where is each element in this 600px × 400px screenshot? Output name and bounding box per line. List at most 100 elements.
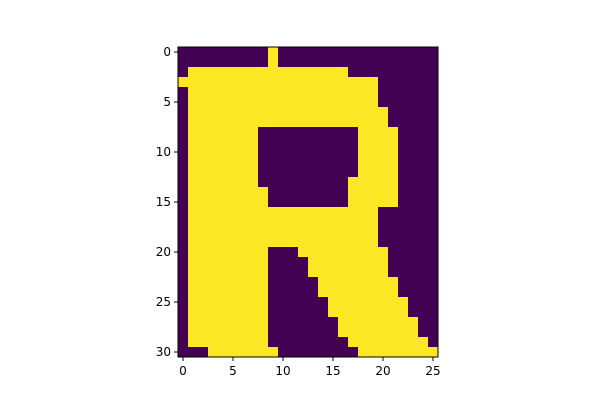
heatmap-cell xyxy=(368,107,379,118)
heatmap-cell xyxy=(188,47,199,58)
heatmap-cell xyxy=(198,297,209,308)
heatmap-cell xyxy=(248,247,259,258)
heatmap-cell xyxy=(388,107,399,118)
heatmap-cell xyxy=(428,287,439,298)
heatmap-cell xyxy=(238,137,249,148)
heatmap-cell xyxy=(208,67,219,78)
heatmap-cell xyxy=(398,187,409,198)
heatmap-cell xyxy=(298,327,309,338)
heatmap-cell xyxy=(278,67,289,78)
heatmap-cell xyxy=(258,117,269,128)
heatmap-cell xyxy=(208,197,219,208)
heatmap-cell xyxy=(218,57,229,68)
x-tick-label: 20 xyxy=(375,364,390,378)
heatmap-cell xyxy=(428,247,439,258)
heatmap-cell xyxy=(298,347,309,358)
heatmap-cell xyxy=(408,47,419,58)
heatmap-cell xyxy=(428,77,439,88)
heatmap-cell xyxy=(318,117,329,128)
heatmap-cell xyxy=(338,327,349,338)
heatmap-cell xyxy=(378,337,389,348)
heatmap-cell xyxy=(248,347,259,358)
heatmap-cell xyxy=(308,217,319,228)
heatmap-cell xyxy=(258,77,269,88)
heatmap-cell xyxy=(228,227,239,238)
heatmap-cell xyxy=(358,127,369,138)
heatmap-cell xyxy=(418,307,429,318)
heatmap-cell xyxy=(258,317,269,328)
heatmap-cell xyxy=(348,267,359,278)
heatmap-cell xyxy=(328,147,339,158)
heatmap-cell xyxy=(388,127,399,138)
heatmap-cell xyxy=(208,87,219,98)
heatmap-cell xyxy=(378,207,389,218)
heatmap-cell xyxy=(208,57,219,68)
heatmap-cell xyxy=(428,167,439,178)
heatmap-cell xyxy=(198,227,209,238)
heatmap-cell xyxy=(428,337,439,348)
heatmap-cell xyxy=(338,267,349,278)
heatmap-cell xyxy=(228,317,239,328)
x-tick-label: 15 xyxy=(325,364,340,378)
heatmap-cell xyxy=(248,327,259,338)
heatmap-cell xyxy=(178,317,189,328)
heatmap-cell xyxy=(238,227,249,238)
heatmap-cell xyxy=(358,317,369,328)
heatmap-cell xyxy=(418,327,429,338)
heatmap-cell xyxy=(238,87,249,98)
heatmap-cell xyxy=(368,57,379,68)
heatmap-cell xyxy=(198,317,209,328)
heatmap-cell xyxy=(248,197,259,208)
heatmap-cell xyxy=(398,137,409,148)
heatmap-cell xyxy=(278,267,289,278)
heatmap-cell xyxy=(228,47,239,58)
heatmap-cell xyxy=(428,307,439,318)
y-tick-label: 5 xyxy=(163,95,171,109)
heatmap-cell xyxy=(198,177,209,188)
heatmap-cell xyxy=(258,47,269,58)
heatmap-cell xyxy=(178,87,189,98)
heatmap-cell xyxy=(228,237,239,248)
heatmap-cell xyxy=(248,187,259,198)
heatmap-cell xyxy=(258,297,269,308)
heatmap-cell xyxy=(298,147,309,158)
heatmap-cell xyxy=(308,127,319,138)
heatmap-cell xyxy=(208,177,219,188)
heatmap-cell xyxy=(428,327,439,338)
heatmap-cell xyxy=(348,137,359,148)
heatmap-cell xyxy=(218,247,229,258)
heatmap-cell xyxy=(258,277,269,288)
heatmap-cell xyxy=(228,157,239,168)
heatmap-cell xyxy=(418,197,429,208)
heatmap-cell xyxy=(298,167,309,178)
heatmap-cell xyxy=(288,87,299,98)
heatmap-cell xyxy=(358,307,369,318)
heatmap-cell xyxy=(368,307,379,318)
heatmap-cell xyxy=(338,187,349,198)
heatmap-cell xyxy=(188,87,199,98)
heatmap-cell xyxy=(248,277,259,288)
heatmap-cell xyxy=(318,307,329,318)
heatmap-cell xyxy=(288,107,299,118)
heatmap-cell xyxy=(328,87,339,98)
heatmap-cell xyxy=(178,147,189,158)
heatmap-cell xyxy=(198,87,209,98)
heatmap-cell xyxy=(318,107,329,118)
heatmap-cell xyxy=(338,57,349,68)
heatmap-cell xyxy=(238,97,249,108)
heatmap-cell xyxy=(258,287,269,298)
heatmap-cell xyxy=(358,257,369,268)
heatmap-cell xyxy=(228,177,239,188)
heatmap-cell xyxy=(248,107,259,118)
heatmap-cell xyxy=(348,127,359,138)
heatmap-cell xyxy=(418,297,429,308)
heatmap-cell xyxy=(368,277,379,288)
heatmap-cell xyxy=(288,67,299,78)
heatmap-cell xyxy=(238,157,249,168)
heatmap-cell xyxy=(408,307,419,318)
heatmap-cell xyxy=(208,217,219,228)
heatmap-cell xyxy=(178,267,189,278)
heatmap-cell xyxy=(248,147,259,158)
heatmap-cell xyxy=(208,347,219,358)
heatmap-cell xyxy=(398,317,409,328)
